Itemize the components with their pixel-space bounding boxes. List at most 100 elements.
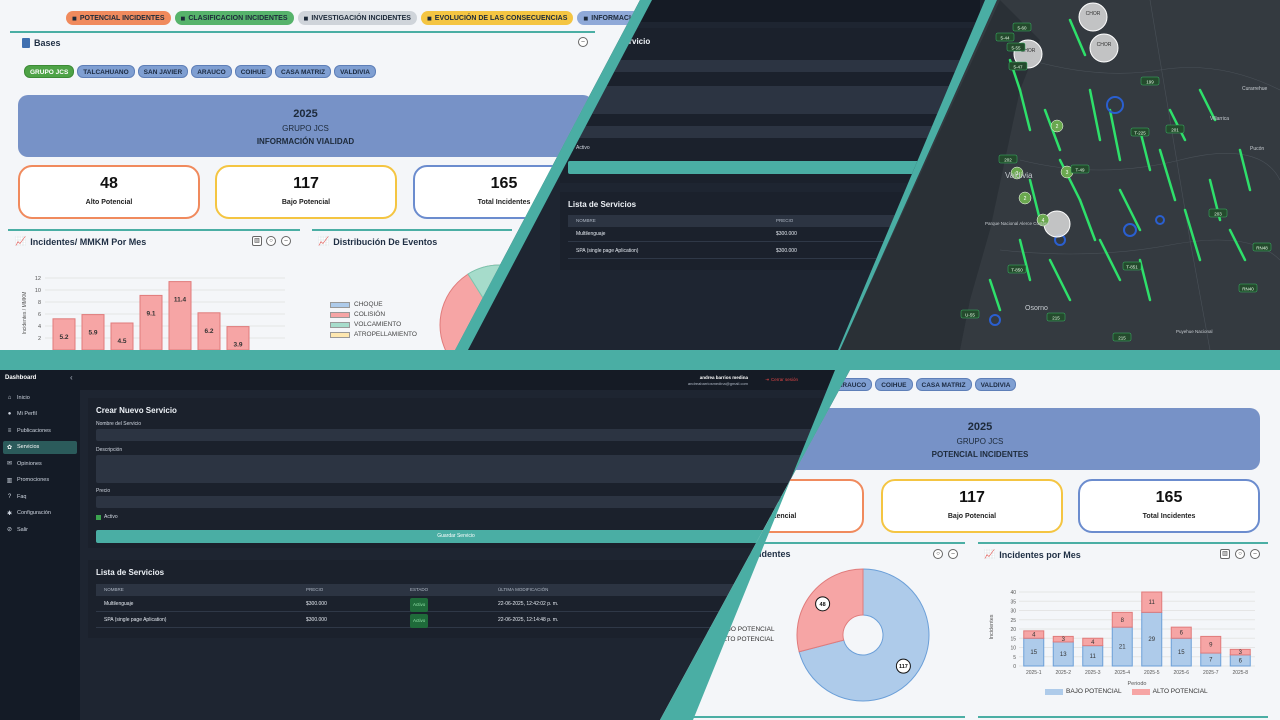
save-button[interactable] [568,161,978,174]
lake [1123,223,1137,237]
status-badge: Activo [410,614,429,628]
road-segment [1018,88,1032,132]
logout-button[interactable]: ⇥ Cerrar sesión [765,377,798,383]
chip-casa-matriz[interactable]: CASA MATRIZ [275,65,332,78]
collapse-button[interactable]: – [578,37,588,47]
road-segment [1158,148,1177,202]
count-marker[interactable] [1050,119,1064,133]
count-marker[interactable] [1036,213,1050,227]
active-checkbox-row[interactable]: Activo [96,514,118,520]
tab-2[interactable]: ■ INVESTIGACIÓN INCIDENTES [297,11,417,25]
sidebar-item-promociones[interactable]: ▥ Promociones [3,474,77,487]
road-shield [1006,42,1026,52]
kpi-label: Alto Potencial [85,199,133,206]
checkbox-icon[interactable] [96,514,101,520]
bar-value-label: 11 [1090,654,1097,660]
sidebar-item-mi perfil[interactable]: ● Mi Perfil [3,408,77,421]
sidebar-item-salir[interactable]: ⊘ Salir [3,523,77,536]
y-tick-label: 30 [1010,609,1016,615]
active-checkbox-row[interactable]: Activo [568,145,590,151]
count-marker[interactable] [1010,166,1024,180]
table-row[interactable]: SPA (single page Aplication) $300.000 Ac… [96,614,816,628]
chip-valdivia[interactable]: VALDIVIA [974,378,1017,391]
chip-casa-matriz[interactable]: CASA MATRIZ [915,378,972,391]
road-label: 203 [1214,212,1222,217]
legend-swatch [706,636,716,643]
chip-talcahuano[interactable]: TALCAHUANO [77,65,135,78]
detective-icon: ■ [303,13,309,23]
price-field[interactable] [570,126,970,138]
sidebar-item-label: Configuración [17,510,51,516]
y-tick-label: 25 [1010,618,1016,624]
donut-header: Incidentes [746,549,791,559]
cluster-marker[interactable] [1078,2,1108,32]
row-price: $300.000 [306,617,327,623]
collapse-button[interactable]: – [1250,549,1260,559]
bar [110,322,134,350]
collapse-chart-button[interactable]: – [281,236,291,246]
table-row[interactable]: Multilenguaje $300.000 Activo 22-06-2025… [96,598,816,612]
refresh-button[interactable]: ○ [933,549,943,559]
road-shield [1012,22,1032,32]
chart-type-button[interactable]: ▥ [252,236,262,246]
sidebar-item-publicaciones[interactable]: ≡ Publicaciones [3,424,77,437]
collapse-button[interactable]: – [948,549,958,559]
count-marker[interactable] [1018,191,1032,205]
chart-line-icon: 📈 [984,549,996,559]
name-input[interactable] [96,429,816,441]
y-tick-label: 15 [1010,636,1016,642]
tab-label: POTENCIAL INCIDENTES [79,14,165,22]
chip-arauco[interactable]: ARAUCO [831,378,873,391]
description-input[interactable] [96,455,816,483]
road-segment [1228,228,1247,262]
refresh-button[interactable]: ○ [1235,549,1245,559]
bar-alto [1200,635,1222,654]
sidebar-item-faq[interactable]: ? Faq [3,490,77,503]
tab-0[interactable]: ■ POTENCIAL INCIDENTES [66,11,171,25]
sidebar-item-opiniones[interactable]: ✉ Opiniones [3,457,77,470]
logout-icon: ⊘ [6,527,13,533]
incidentes-donut-chart: 117 48 [796,568,930,702]
count-label: 3 [1066,170,1069,176]
road-segment [1118,188,1142,232]
save-service-button[interactable]: Guardar Servicio [96,530,816,543]
price-input[interactable] [96,496,816,508]
pie-icon: ■ [180,13,186,23]
question-icon: ? [7,493,12,500]
chip-coihue[interactable]: COIHUE [234,65,273,78]
chip-arauco[interactable]: ARAUCO [191,65,232,78]
chip-valdivia[interactable]: VALDIVIA [334,65,376,78]
bar-divider [978,542,1268,544]
chart-type-button[interactable]: ▥ [1220,549,1230,559]
y-tick-label: 35 [1010,599,1016,605]
banner-group: GRUPO JCS [282,124,329,133]
report-tabs: ■ POTENCIAL INCIDENTES ■ CLASIFICACION INCI… [66,11,640,25]
sidebar-item-configuración[interactable]: ✱ Configuración [3,507,77,520]
sidebar-item-inicio[interactable]: ⌂ Inicio [3,391,77,404]
name-field[interactable] [570,60,970,72]
col-estado: ESTADO [410,587,429,592]
refresh-button[interactable]: ○ [266,236,276,246]
road-segment [1018,238,1032,282]
brand: Dashboard [5,375,37,381]
description-field[interactable] [570,86,970,114]
bar-value-label: 7 [1209,658,1213,664]
tab-1[interactable]: ■ CLASIFICACION INCIDENTES [174,11,294,25]
place-label: Puyehue Nacional [1176,329,1213,334]
bar-value-label: 8 [1121,618,1125,624]
y-tick-label: 20 [1010,627,1016,633]
kpi-label: Total Incidentes [1142,513,1196,520]
checkbox-icon[interactable] [568,145,573,151]
chip-coihue[interactable]: COIHUE [875,378,913,391]
bar-value-label: 3 [1239,650,1243,656]
lake [989,314,1001,326]
sidebar-collapse-icon[interactable]: ‹ [70,373,73,382]
chart-icon: ▥ [6,477,13,484]
chip-san-javier[interactable]: SAN JAVIER [137,65,189,78]
kpi-label: Bajo Potencial [281,199,331,206]
road-shield [1165,124,1185,134]
tab-3[interactable]: ■ EVOLUCIÓN DE LAS CONSECUENCIAS [420,11,574,25]
chip-grupo-jcs[interactable]: GRUPO JCS [24,65,75,78]
cluster-marker[interactable] [1089,33,1119,63]
sidebar-item-servicios[interactable]: ✿ Servicios [3,440,77,454]
